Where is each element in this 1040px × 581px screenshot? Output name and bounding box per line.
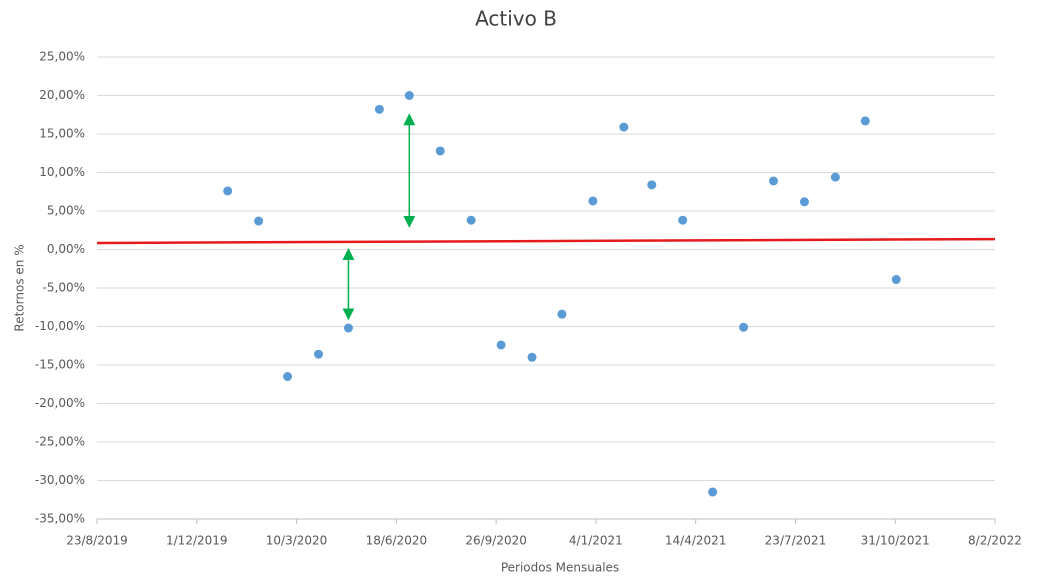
x-tick-label: 10/3/2020: [266, 534, 328, 548]
point: [527, 352, 537, 362]
chart-title: Activo B: [475, 7, 557, 31]
point: [314, 349, 324, 359]
x-tick-label: 31/10/2021: [861, 534, 930, 548]
point: [708, 487, 718, 497]
y-tick-label: 20,00%: [39, 88, 85, 102]
point: [830, 172, 840, 182]
x-tick-label: 1/12/2019: [166, 534, 228, 548]
point: [223, 186, 233, 196]
point: [496, 340, 506, 350]
point: [343, 323, 353, 333]
y-tick-label: -10,00%: [35, 319, 85, 333]
point: [404, 91, 414, 100]
point: [891, 275, 901, 285]
y-tick-label: -30,00%: [35, 473, 85, 487]
y-tick-label: -20,00%: [35, 396, 85, 410]
point: [557, 309, 567, 319]
point: [739, 322, 749, 332]
point: [799, 197, 809, 207]
y-tick-label: -15,00%: [35, 358, 85, 372]
x-tick-label: 23/7/2021: [765, 534, 827, 548]
x-tick-label: 8/2/2022: [968, 534, 1022, 548]
x-tick-label: 14/4/2021: [665, 534, 727, 548]
point: [466, 215, 476, 225]
y-tick-label: 10,00%: [39, 165, 85, 179]
point: [283, 372, 293, 382]
y-tick-label: -25,00%: [35, 435, 85, 449]
point: [435, 146, 445, 156]
y-tick-label: -35,00%: [35, 512, 85, 526]
x-axis-label: Periodos Mensuales: [501, 561, 619, 575]
y-tick-label: 5,00%: [47, 204, 85, 218]
point: [860, 116, 870, 126]
x-tick-label: 18/6/2020: [366, 534, 428, 548]
point: [374, 104, 384, 114]
y-axis-label: Retornos en %: [13, 244, 27, 331]
point: [768, 176, 778, 186]
y-tick-label: -5,00%: [43, 281, 85, 295]
point: [678, 215, 688, 225]
x-tick-label: 26/9/2020: [465, 534, 527, 548]
y-tick-label: 0,00%: [47, 242, 85, 256]
point: [588, 196, 598, 206]
y-tick-label: 25,00%: [39, 50, 85, 64]
x-tick-label: 23/8/2019: [66, 534, 128, 548]
y-tick-label: 15,00%: [39, 127, 85, 141]
x-tick-label: 4/1/2021: [569, 534, 623, 548]
point: [619, 122, 629, 132]
point: [254, 216, 264, 226]
trendline: [96, 237, 996, 245]
point: [647, 180, 657, 190]
